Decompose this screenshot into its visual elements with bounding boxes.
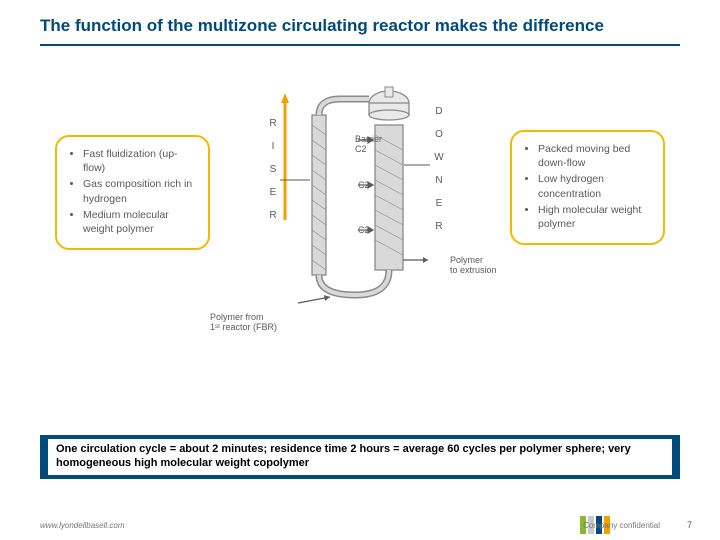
label-barrier: BarrierC2	[355, 135, 395, 155]
riser-i: I	[272, 141, 275, 152]
right-item-2: High molecular weight polymer	[538, 203, 651, 231]
label-c2-mid: C2	[358, 181, 370, 191]
downer-label: D O W N E R	[433, 100, 445, 238]
title-underline	[40, 44, 680, 46]
left-info-box: Fast fluidization (up-flow) Gas composit…	[55, 135, 210, 250]
downer-n: N	[435, 175, 442, 186]
left-item-0: Fast fluidization (up-flow)	[83, 147, 196, 175]
summary-text: One circulation cycle = about 2 minutes;…	[48, 439, 672, 475]
riser-s: S	[270, 164, 277, 175]
footer-confidential: Company confidential	[583, 521, 660, 530]
footer-url: www.lyondellbasell.com	[40, 521, 124, 530]
label-polymer-in: Polymer from1ˢᵗ reactor (FBR)	[210, 313, 310, 333]
downer-d: D	[435, 106, 442, 117]
label-polymer-out: Polymerto extrusion	[450, 256, 520, 276]
right-info-box: Packed moving bed down-flow Low hydrogen…	[510, 130, 665, 245]
slide-title: The function of the multizone circulatin…	[40, 16, 604, 36]
right-item-1: Low hydrogen concentration	[538, 172, 651, 200]
downer-e: E	[436, 198, 443, 209]
downer-w: W	[434, 152, 443, 163]
riser-e: E	[270, 187, 277, 198]
downer-o: O	[435, 129, 443, 140]
left-item-2: Medium molecular weight polymer	[83, 208, 196, 236]
riser-r2: R	[269, 210, 276, 221]
summary-strip: One circulation cycle = about 2 minutes;…	[40, 435, 680, 479]
left-item-1: Gas composition rich in hydrogen	[83, 177, 196, 205]
reactor-diagram	[280, 85, 430, 315]
right-item-0: Packed moving bed down-flow	[538, 142, 651, 170]
footer-page-number: 7	[687, 520, 692, 530]
label-c2-bot: C2	[358, 226, 370, 236]
downer-r: R	[435, 221, 442, 232]
riser-label: R I S E R	[267, 112, 279, 227]
riser-r: R	[269, 118, 276, 129]
